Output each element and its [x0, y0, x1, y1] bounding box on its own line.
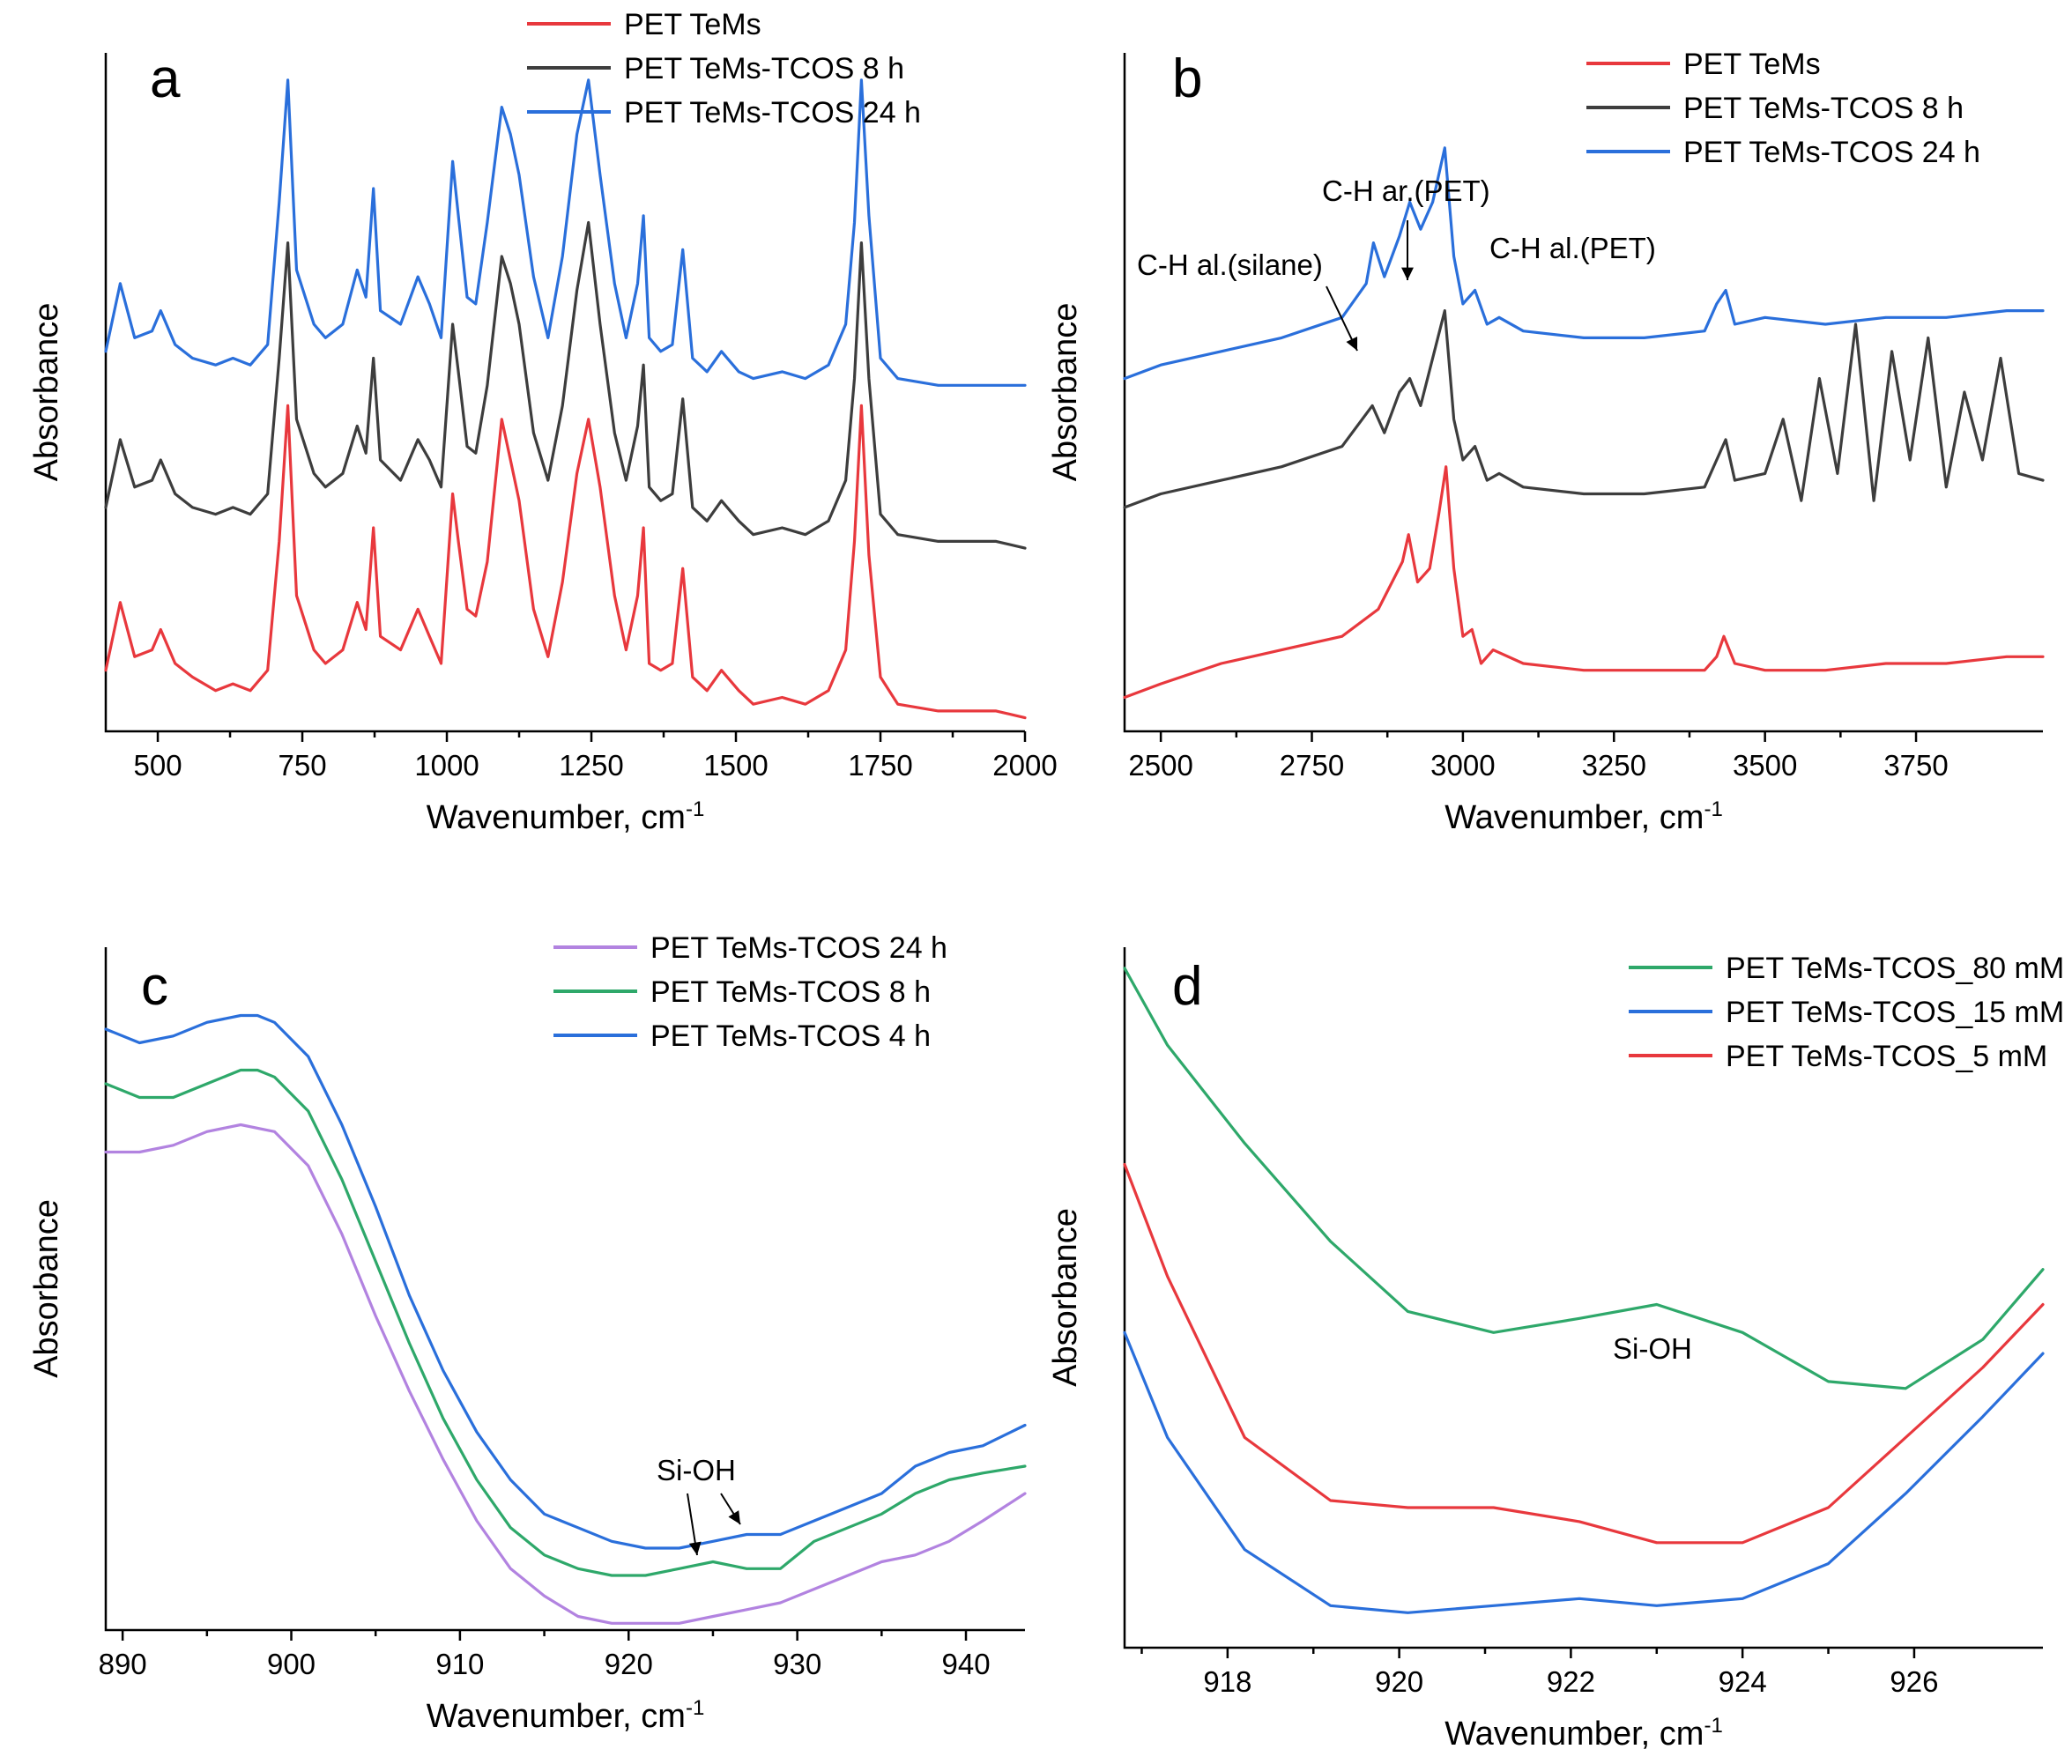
panel-letter: b — [1172, 48, 1202, 109]
legend-label: PET TeMs-TCOS 8 h — [650, 975, 931, 1009]
x-tick-label: 2750 — [1280, 749, 1344, 782]
legend-label: PET TeMs — [1683, 48, 1821, 81]
x-tick-label: 3000 — [1430, 749, 1495, 782]
y-axis-title: Absorbance — [28, 303, 65, 482]
series-line-pet-tems — [1123, 465, 2045, 700]
x-tick-label: 2000 — [992, 749, 1057, 782]
x-axis-title-superscript: -1 — [686, 1696, 704, 1720]
x-tick-label: 3250 — [1582, 749, 1646, 782]
series-line-pet-tems-tcos-4-h — [104, 1013, 1027, 1550]
panel-letter: a — [150, 48, 181, 109]
panel-letter: d — [1172, 956, 1202, 1017]
series-line-pet-tems-tcos-8-h — [1123, 309, 2045, 509]
x-tick-label: 890 — [99, 1648, 147, 1680]
x-tick-label: 3750 — [1883, 749, 1948, 782]
x-tick-label: 3500 — [1733, 749, 1797, 782]
legend: PET TeMs-TCOS_80 mM PET TeMs-TCOS_15 mM PE… — [1629, 952, 2064, 1073]
x-tick-label: 910 — [435, 1648, 484, 1680]
x-tick-label: 900 — [267, 1648, 316, 1680]
y-axis-title: Absorbance — [1047, 1208, 1084, 1387]
x-tick-label: 1000 — [414, 749, 479, 782]
annotation-label: Si-OH — [1613, 1332, 1692, 1365]
x-tick-label: 1250 — [559, 749, 623, 782]
x-axis-title-superscript: -1 — [1704, 797, 1722, 821]
x-axis-title-text: Wavenumber, cm — [427, 799, 686, 836]
panel-a: 500 750 1000 1250 1500 1750 2000 Wavenumber, cm… — [28, 8, 1058, 836]
legend-label: PET TeMs-TCOS 8 h — [624, 52, 904, 85]
series-line-pet-tems-tcos-8-h — [104, 220, 1027, 550]
series-line-pet-tems-tcos-8-h — [104, 1068, 1027, 1577]
series-line-pet-tems — [104, 404, 1027, 720]
x-axis-title-text: Wavenumber, cm — [1444, 1716, 1704, 1753]
annotation-label: C-H al.(silane) — [1137, 248, 1323, 281]
x-axis-title: Wavenumber, cm-1 — [427, 1696, 705, 1735]
x-tick-label: 2500 — [1128, 749, 1192, 782]
annotation-arrowhead — [1346, 337, 1358, 351]
series-line-pet-tems-tcos-24-h — [104, 78, 1027, 387]
legend-label: PET TeMs-TCOS_5 mM — [1726, 1040, 2047, 1073]
legend-label: PET TeMs-TCOS 24 h — [1683, 136, 1980, 169]
x-tick-label: 924 — [1719, 1665, 1767, 1698]
x-axis-title-text: Wavenumber, cm — [1444, 799, 1704, 836]
panel-b: 2500 2750 3000 3250 3500 3750 Wavenumber, cm-1… — [1047, 48, 2045, 836]
series-line-pet-tems-tcos-24-h — [1123, 146, 2045, 381]
annotation-label: Si-OH — [657, 1454, 736, 1486]
x-tick-label: 940 — [941, 1648, 990, 1680]
axis-lines — [1123, 53, 2043, 733]
y-axis-title: Absorbance — [28, 1199, 65, 1378]
series-line-pet-tems-tcos-15-mm — [1123, 1330, 2045, 1614]
x-axis-title: Wavenumber, cm-1 — [427, 797, 705, 836]
x-tick-label: 920 — [1375, 1665, 1423, 1698]
x-axis-title-superscript: -1 — [1704, 1714, 1722, 1738]
y-axis-title: Absorbance — [1047, 303, 1084, 482]
axis-lines — [1123, 947, 2043, 1649]
legend: PET TeMs-TCOS 24 h PET TeMs-TCOS 8 h PET T… — [553, 931, 947, 1053]
legend-label: PET TeMs-TCOS_15 mM — [1726, 996, 2064, 1029]
x-axis-title: Wavenumber, cm-1 — [1444, 797, 1723, 836]
series-line-pet-tems-tcos-5-mm — [1123, 1162, 2045, 1545]
x-tick-label: 1500 — [703, 749, 768, 782]
series-line-pet-tems-tcos-24-h — [104, 1123, 1027, 1625]
x-tick-label: 500 — [134, 749, 182, 782]
axis-lines — [104, 947, 1025, 1632]
legend-label: PET TeMs-TCOS_80 mM — [1726, 952, 2064, 985]
annotation-label: C-H ar.(PET) — [1322, 174, 1490, 207]
annotation-label: C-H al.(PET) — [1489, 232, 1656, 264]
x-tick-label: 750 — [278, 749, 327, 782]
series-line-pet-tems-tcos-80-mm — [1123, 967, 2045, 1390]
x-tick-label: 1750 — [848, 749, 912, 782]
legend-label: PET TeMs-TCOS 4 h — [650, 1019, 931, 1053]
legend: PET TeMs PET TeMs-TCOS 8 h PET TeMs-TCOS 2… — [1586, 48, 1980, 169]
x-axis-title-superscript: -1 — [686, 797, 704, 821]
legend-label: PET TeMs — [624, 8, 761, 41]
panel-c: 890 900 910 920 930 940 Wavenumber, cm-1 Absorb… — [28, 931, 1027, 1735]
x-tick-label: 926 — [1890, 1665, 1938, 1698]
annotation-arrowhead — [688, 1541, 702, 1555]
panel-d: 918 920 922 924 926 Wavenumber, cm-1 Absorbanc… — [1047, 947, 2064, 1753]
x-tick-label: 918 — [1203, 1665, 1251, 1698]
legend-label: PET TeMs-TCOS 24 h — [650, 931, 947, 965]
annotation-arrowhead — [1401, 267, 1414, 280]
x-axis-title-text: Wavenumber, cm — [427, 1698, 686, 1735]
x-tick-label: 922 — [1547, 1665, 1595, 1698]
x-axis-title: Wavenumber, cm-1 — [1444, 1714, 1723, 1753]
legend: PET TeMs PET TeMs-TCOS 8 h PET TeMs-TCOS 2… — [527, 8, 921, 130]
axis-lines — [104, 53, 1025, 733]
panel-letter: c — [141, 956, 168, 1017]
legend-label: PET TeMs-TCOS 8 h — [1683, 92, 1964, 125]
legend-label: PET TeMs-TCOS 24 h — [624, 96, 921, 130]
x-tick-label: 920 — [605, 1648, 653, 1680]
annotation-arrowhead — [728, 1510, 740, 1524]
x-tick-label: 930 — [773, 1648, 821, 1680]
